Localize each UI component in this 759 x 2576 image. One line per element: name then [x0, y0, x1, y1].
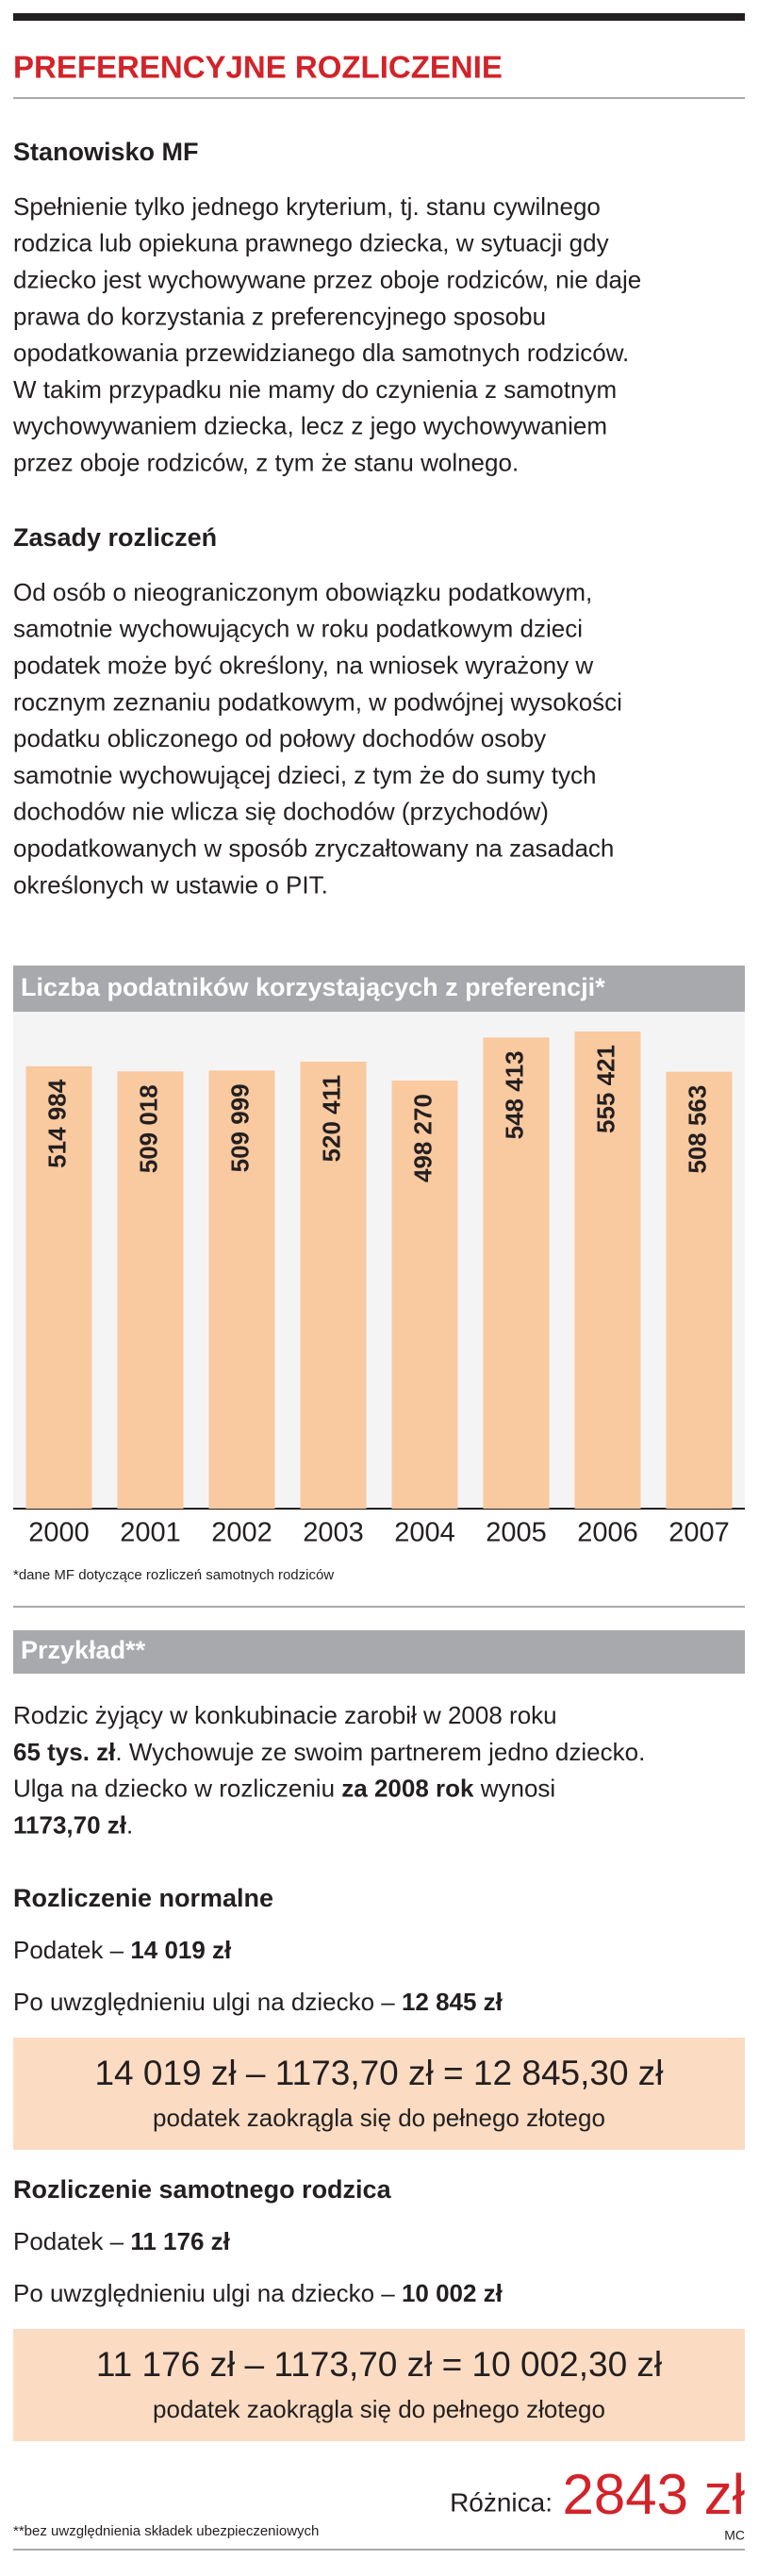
difference-value: 2843 zł	[563, 2463, 745, 2526]
text: Podatek –	[13, 1936, 130, 1964]
bar	[391, 1081, 458, 1509]
chart-title: Liczba podatników korzystających z prefe…	[21, 973, 605, 1001]
equation: 14 019 zł – 1173,70 zł = 12 845,30 zł	[94, 2054, 663, 2092]
section-rule	[13, 1606, 745, 1608]
section-heading: Zasady rozliczeń	[13, 523, 217, 552]
paragraph-line: dziecko jest wychowywane przez oboje rod…	[13, 265, 641, 293]
bar-value-label: 548 413	[500, 1050, 528, 1139]
paragraph-line: opodatkowania przewidzianego dla samotny…	[13, 339, 629, 367]
paragraph-line: podatek może być określony, na wniosek w…	[13, 651, 593, 679]
text: Po uwzględnieniu ulgi na dziecko –	[13, 1988, 402, 2016]
paragraph-line: rodzica lub opiekuna prawnego dziecka, w…	[13, 229, 609, 257]
bar	[208, 1070, 275, 1509]
title-rule	[13, 97, 745, 99]
bar-value-label: 509 999	[225, 1083, 254, 1172]
equation-note: podatek zaokrągla się do pełnego złotego	[153, 2104, 605, 2132]
x-tick-label: 2003	[303, 1518, 364, 1548]
x-tick-label: 2006	[577, 1518, 638, 1548]
paragraph-line: samotnie wychowującej dzieci, z tym że d…	[13, 761, 596, 789]
bar	[117, 1071, 184, 1509]
bold-text: 65 tys. zł	[13, 1738, 116, 1766]
case-heading: Rozliczenie samotnego rodzica	[13, 2175, 392, 2204]
text: .	[126, 1810, 133, 1839]
bottom-rule	[13, 2549, 745, 2551]
section-heading: Stanowisko MF	[13, 138, 199, 166]
x-tick-label: 2004	[394, 1518, 455, 1548]
text: Rodzic żyjący w konkubinacie zarobił w 2…	[13, 1701, 557, 1729]
bold-text: 14 019 zł	[130, 1936, 232, 1964]
x-tick-label: 2002	[211, 1518, 272, 1548]
bar	[483, 1037, 550, 1509]
text: Podatek –	[13, 2227, 130, 2255]
bar-value-label: 514 984	[42, 1079, 71, 1168]
paragraph-line: podatku obliczonego od połowy dochodów o…	[13, 724, 546, 752]
text: wynosi	[474, 1774, 556, 1802]
author: MC	[724, 2528, 745, 2543]
page-title: PREFERENCYJNE ROZLICZENIE	[13, 50, 503, 85]
chart-footnote: *dane MF dotyczące rozliczeń samotnych r…	[13, 1567, 334, 1583]
paragraph-line: wychowywaniem dziecka, lecz z jego wycho…	[12, 412, 607, 440]
paragraph-line: przez oboje rodziców, z tym że stanu wol…	[13, 448, 519, 476]
bold-text: 1173,70 zł	[13, 1810, 127, 1839]
equation-note: podatek zaokrągla się do pełnego złotego	[153, 2395, 605, 2423]
paragraph-line: określonych w ustawie o PIT.	[13, 870, 328, 899]
bold-text: 12 845 zł	[402, 1988, 503, 2016]
example-header-bar	[13, 1630, 745, 1674]
text-line: Rodzic żyjący w konkubinacie zarobił w 2…	[13, 1701, 557, 1729]
equation-box	[13, 2038, 745, 2150]
bar-value-label: 508 563	[683, 1085, 711, 1174]
equation-box	[13, 2329, 745, 2441]
paragraph-line: samotnie wychowujących w roku podatkowym…	[13, 615, 583, 643]
paragraph-line: dochodów nie wlicza się dochodów (przych…	[13, 798, 549, 826]
text: Po uwzględnieniu ulgi na dziecko –	[13, 2279, 402, 2307]
text: . Wychowuje ze swoim partnerem jedno dzi…	[115, 1738, 645, 1766]
x-tick-label: 2001	[120, 1518, 181, 1548]
example-title: Przykład**	[21, 1636, 146, 1664]
bold-text: za 2008 rok	[341, 1774, 474, 1802]
bar-value-label: 509 018	[134, 1084, 162, 1173]
case-heading: Rozliczenie normalne	[13, 1884, 273, 1912]
text-line: Podatek – 14 019 zł	[13, 1936, 232, 1964]
equation: 11 176 zł – 1173,70 zł = 10 002,30 zł	[96, 2345, 662, 2384]
bar	[25, 1065, 92, 1509]
paragraph-line: opodatkowanych w sposób zryczałtowany na…	[13, 834, 614, 862]
paragraph-line: Od osób o nieograniczonym obowiązku poda…	[13, 578, 592, 606]
top-rule	[13, 13, 745, 21]
text-line: 65 tys. zł. Wychowuje ze swoim partnerem…	[13, 1738, 645, 1766]
x-tick-label: 2007	[668, 1518, 730, 1548]
footnote: **bez uwzględnienia składek ubezpieczeni…	[13, 2523, 319, 2539]
difference-label: Różnica:	[450, 2487, 553, 2517]
bar	[574, 1032, 641, 1509]
text-line: Po uwzględnieniu ulgi na dziecko – 10 00…	[13, 2279, 503, 2307]
text-line: Podatek – 11 176 zł	[13, 2227, 231, 2255]
bar-value-label: 520 411	[317, 1075, 345, 1163]
x-tick-label: 2005	[486, 1518, 547, 1548]
bar	[300, 1061, 367, 1509]
bar-value-label: 555 421	[591, 1045, 619, 1133]
paragraph-line: W takim przypadku nie mamy do czynienia …	[13, 375, 617, 404]
bold-text: 10 002 zł	[402, 2279, 503, 2307]
bar-value-label: 498 270	[408, 1094, 437, 1182]
text: Ulga na dziecko w rozliczeniu	[13, 1774, 341, 1802]
chart-header-bar	[13, 966, 745, 1012]
paragraph-line: prawa do korzystania z preferencyjnego s…	[13, 302, 546, 330]
text-line: 1173,70 zł.	[13, 1810, 133, 1839]
paragraph-line: Spełnienie tylko jednego kryterium, tj. …	[13, 192, 601, 221]
bar	[666, 1071, 733, 1509]
text-line: Ulga na dziecko w rozliczeniu za 2008 ro…	[13, 1774, 555, 1802]
bold-text: 11 176 zł	[130, 2227, 230, 2255]
paragraph-line: rocznym zeznaniu podatkowym, w podwójnej…	[13, 687, 622, 716]
x-tick-label: 2000	[28, 1518, 90, 1548]
text-line: Po uwzględnieniu ulgi na dziecko – 12 84…	[13, 1988, 503, 2016]
